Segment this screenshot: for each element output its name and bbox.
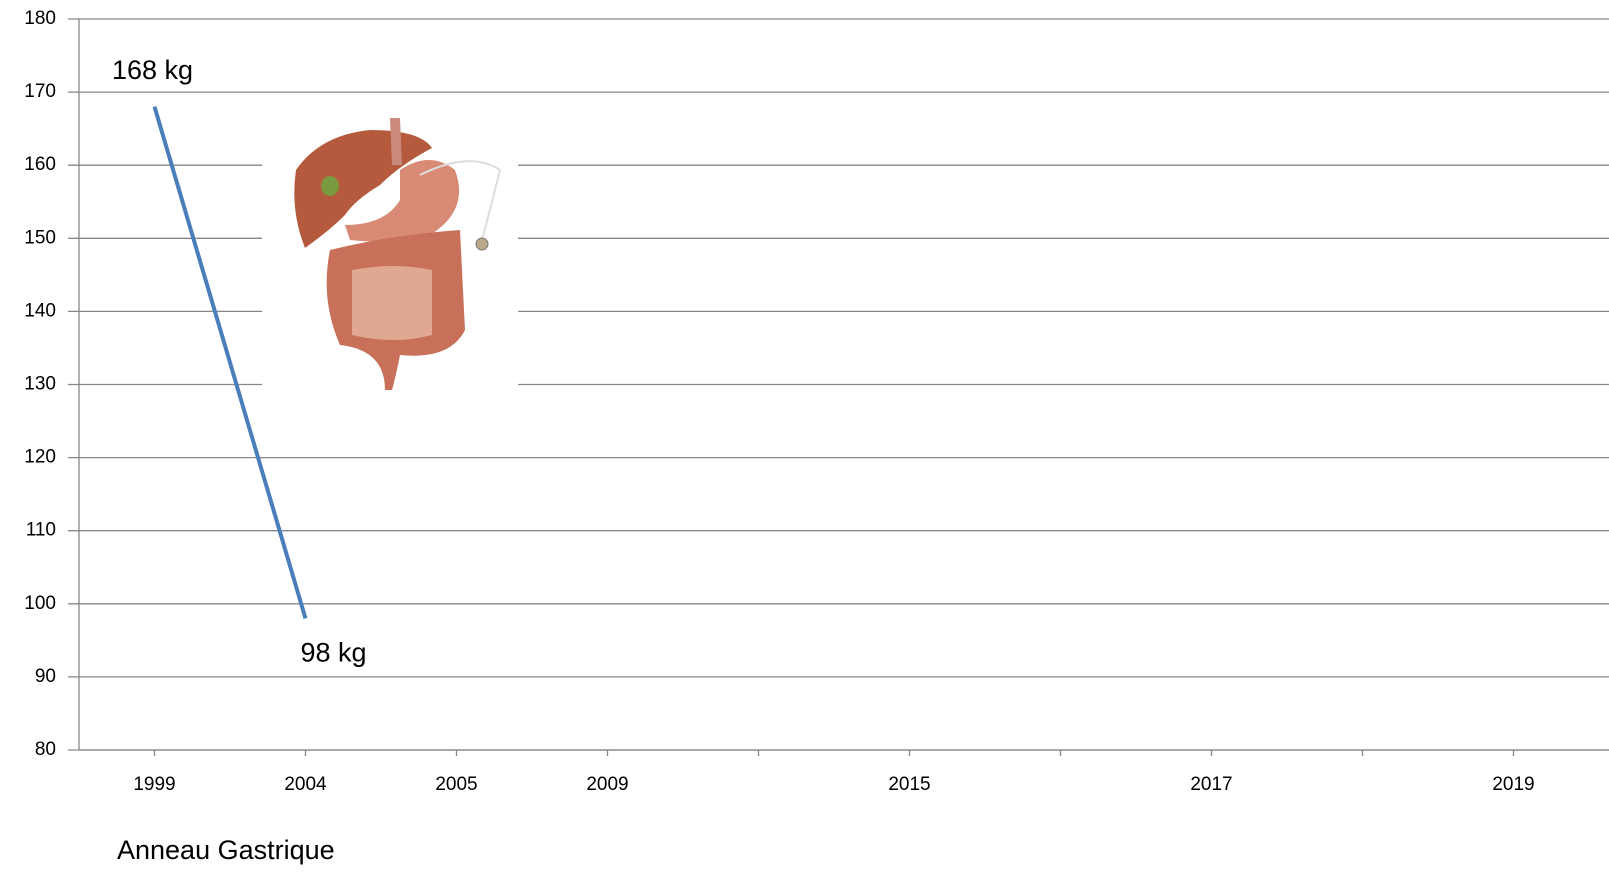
x-tick-label: 2004: [284, 774, 327, 795]
line-series: [152, 106, 308, 619]
y-tick-label: 150: [24, 227, 56, 248]
x-tick-label: 2017: [1190, 774, 1232, 795]
x-tick-label: 2019: [1492, 774, 1534, 795]
data-label: 98 kg: [300, 638, 366, 668]
annotation: Anneau Gastrique: [117, 835, 335, 865]
data-label: 168 kg: [112, 55, 193, 85]
x-tick-label: 1999: [133, 774, 175, 795]
y-tick-label: 170: [24, 81, 56, 102]
y-tick-label: 100: [24, 593, 56, 614]
illustration: [262, 112, 518, 392]
y-tick-label: 110: [26, 520, 56, 541]
y-tick-label: 160: [24, 154, 56, 175]
y-tick-label: 120: [24, 447, 56, 468]
x-tick-label: 2005: [435, 774, 477, 795]
x-tick-label: 2015: [888, 774, 930, 795]
y-tick-label: 80: [35, 739, 56, 760]
y-tick-label: 140: [24, 300, 56, 321]
y-tick-label: 90: [35, 666, 56, 687]
x-tick-label: 2009: [586, 774, 628, 795]
y-tick-label: 130: [24, 374, 56, 395]
y-tick-label: 180: [24, 8, 56, 29]
